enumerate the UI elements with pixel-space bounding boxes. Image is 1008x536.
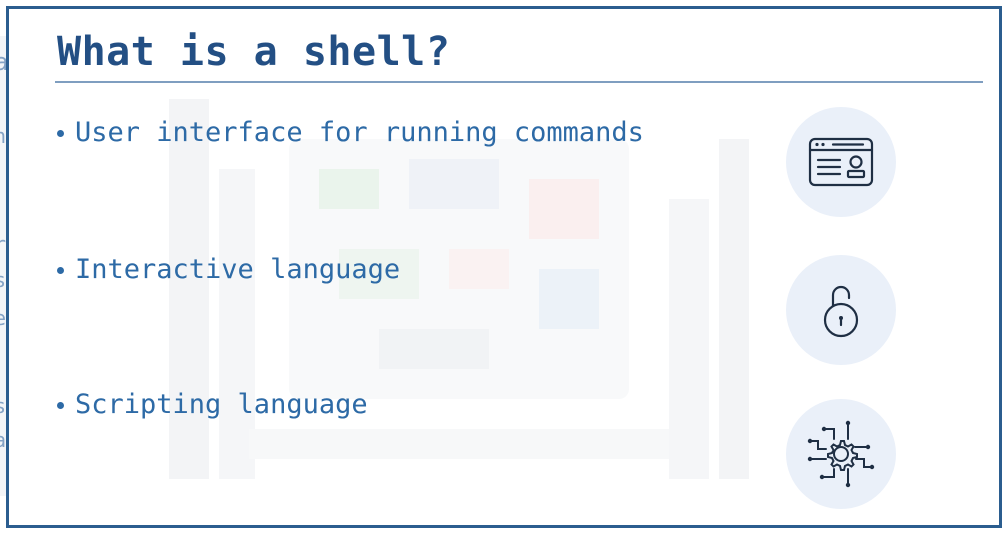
unlocked-padlock-icon bbox=[786, 255, 896, 365]
background-slide-glyph: a bbox=[0, 48, 9, 76]
slide: What is a shell? User interface for runn… bbox=[6, 6, 1002, 528]
background-slide-glyph: s bbox=[0, 268, 7, 292]
bullet-item: User interface for running commands bbox=[57, 117, 644, 148]
bullet-dot-icon bbox=[57, 130, 64, 137]
bullet-text: User interface for running commands bbox=[75, 117, 644, 148]
title-underline bbox=[55, 81, 983, 83]
bullet-dot-icon bbox=[57, 267, 64, 274]
background-slide-glyph: a bbox=[0, 428, 7, 452]
bullet-text: Interactive language bbox=[75, 254, 401, 285]
background-slide-glyph: e bbox=[0, 306, 7, 330]
terminal-window-icon bbox=[786, 107, 896, 217]
circuit-gear-icon bbox=[786, 399, 896, 509]
watermark-illustration bbox=[169, 99, 749, 479]
background-slide-glyph: s bbox=[0, 394, 7, 418]
bullet-dot-icon bbox=[57, 402, 64, 409]
bullet-text: Scripting language bbox=[75, 389, 368, 420]
background-slide-glyph: r bbox=[0, 232, 7, 256]
bullet-item: Interactive language bbox=[57, 254, 400, 285]
bullet-item: Scripting language bbox=[57, 389, 368, 420]
background-slide-glyph: n bbox=[0, 124, 7, 148]
slide-title: What is a shell? bbox=[57, 29, 451, 75]
